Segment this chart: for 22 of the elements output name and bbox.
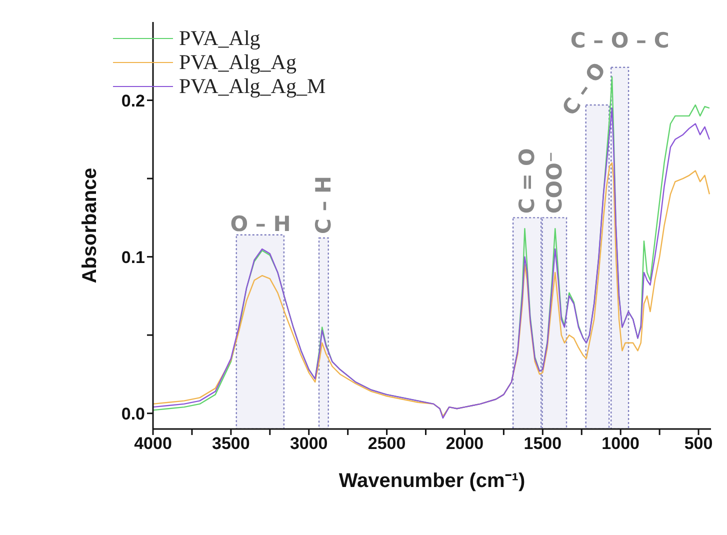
x-axis-title: Wavenumber (cm⁻¹) xyxy=(338,470,526,492)
annotation: C = O xyxy=(515,148,540,214)
annotation: C – O – C xyxy=(570,28,670,52)
x-tick-label: 4000 xyxy=(134,434,172,454)
legend-label: PVA_Alg_Ag_M xyxy=(179,74,326,98)
y-tick-label: 0.0 xyxy=(121,404,145,424)
x-tick-label: 3500 xyxy=(212,434,250,454)
x-tick-label: 3000 xyxy=(290,434,328,454)
annotation: C – H xyxy=(312,176,336,234)
annotation: C – O xyxy=(557,58,611,120)
x-tick-label: 2000 xyxy=(446,434,484,454)
x-tick-label: 2500 xyxy=(368,434,406,454)
x-tick-label: 500 xyxy=(684,434,713,454)
annotation: O – H xyxy=(230,212,291,236)
x-tick-label: 1000 xyxy=(602,434,640,454)
annotation: COO⁻ xyxy=(542,151,566,214)
y-tick-label: 0.1 xyxy=(121,248,145,267)
y-tick-label: 0.2 xyxy=(121,91,145,110)
y-axis-title: Absorbance xyxy=(79,168,102,284)
legend-label: PVA_Alg xyxy=(179,26,260,50)
legend-label: PVA_Alg_Ag xyxy=(179,50,296,74)
x-tick-label: 1500 xyxy=(524,434,562,454)
